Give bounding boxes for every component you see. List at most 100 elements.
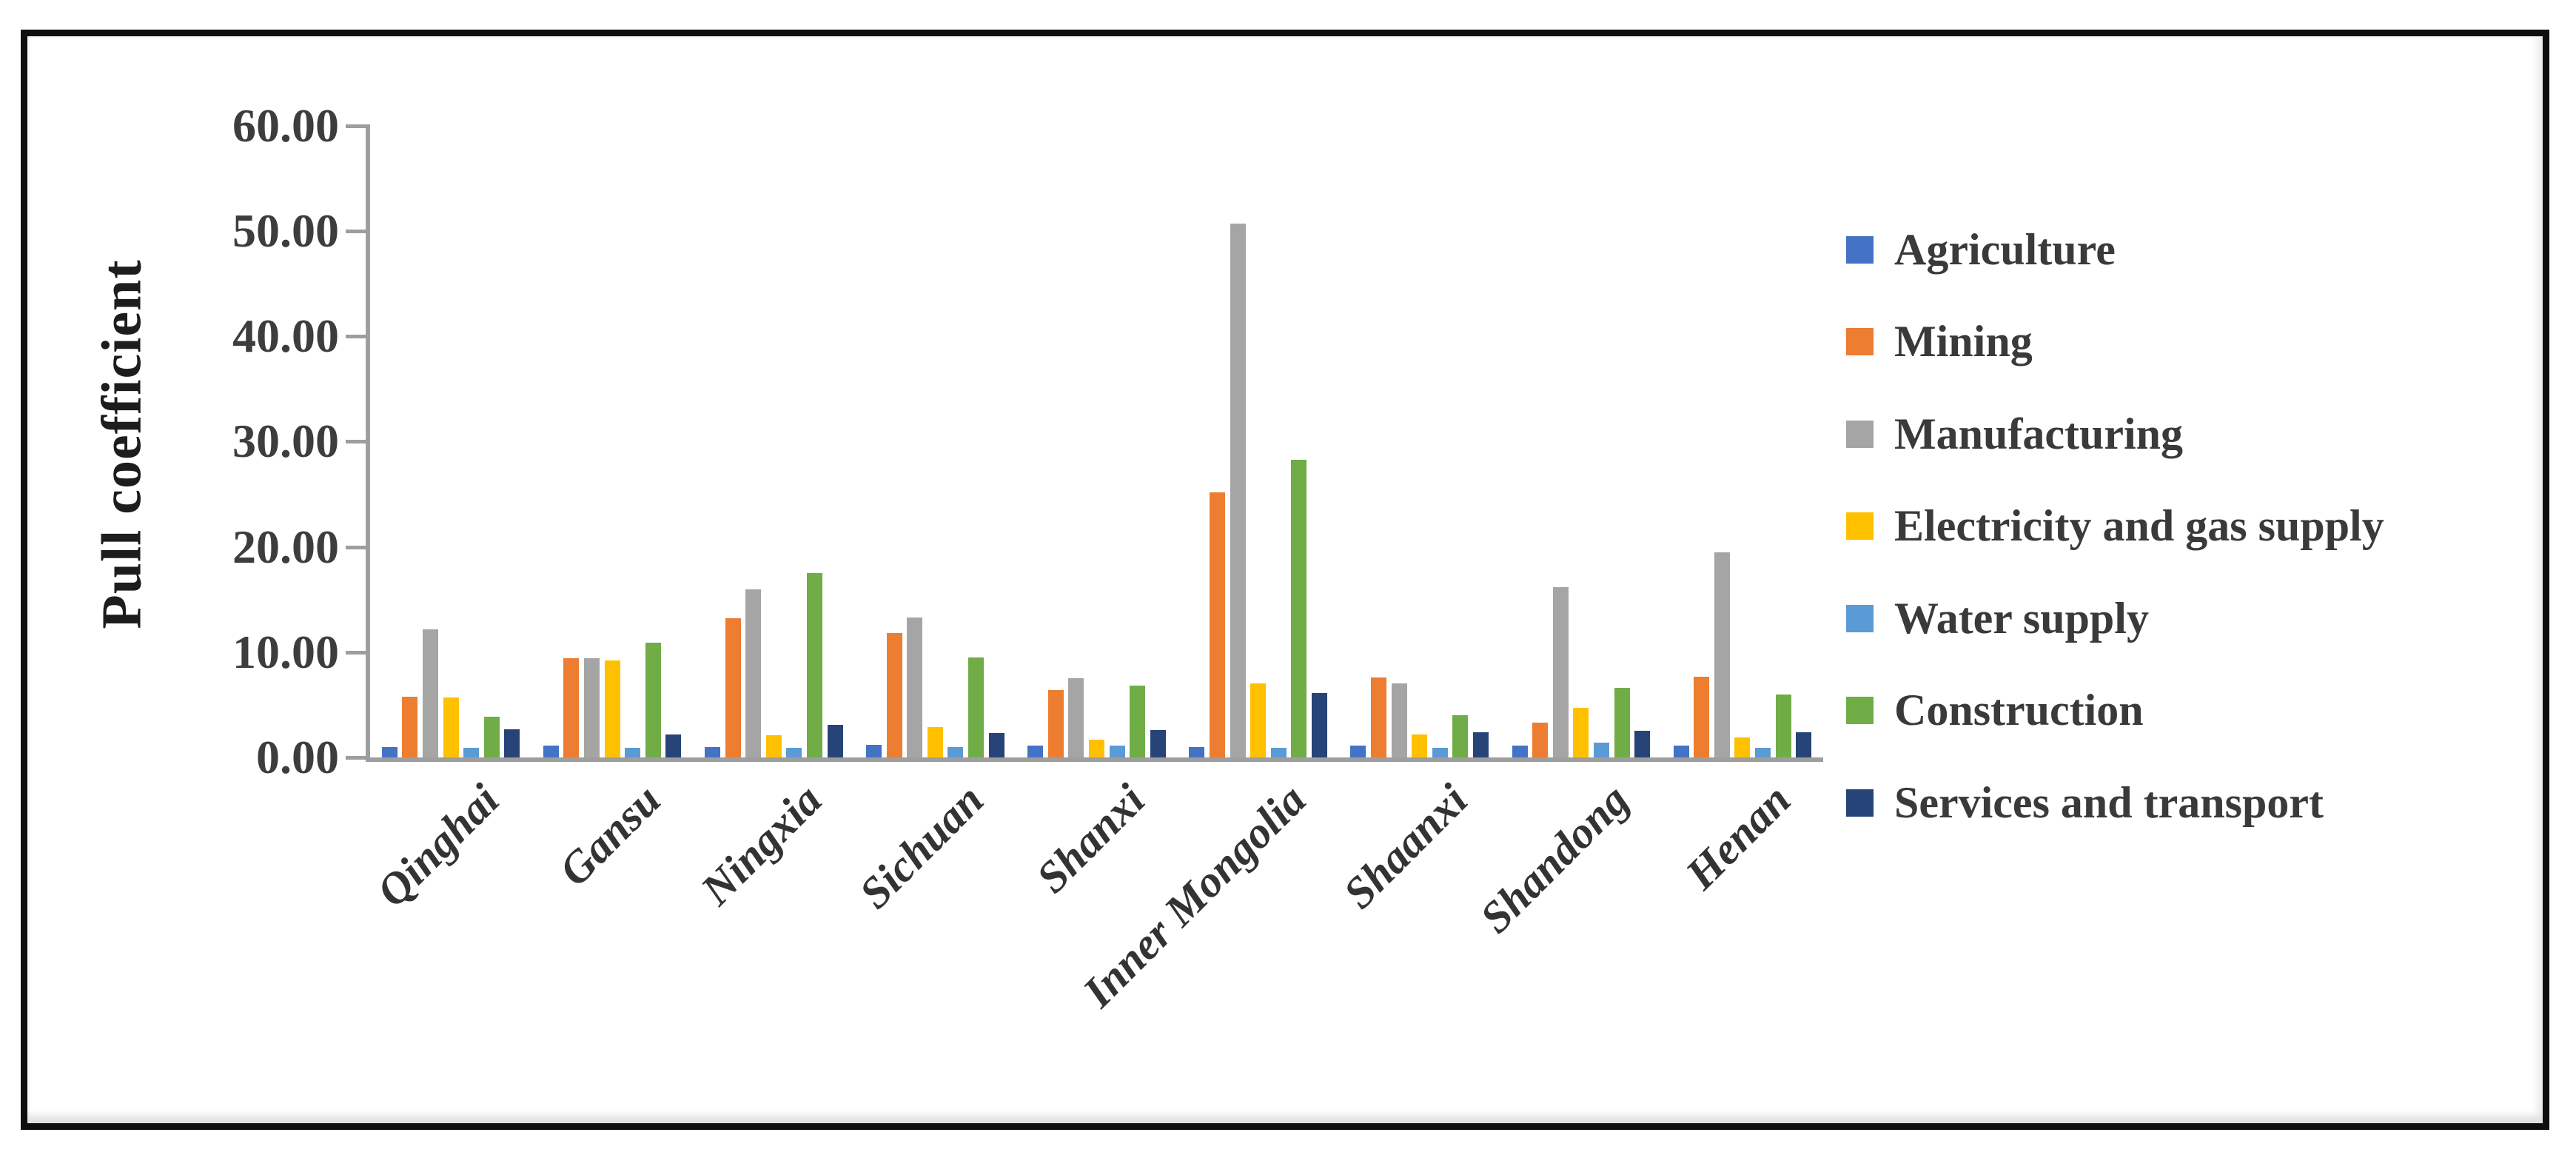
- legend-swatch-icon: [1846, 697, 1874, 724]
- bar-agriculture: [381, 746, 398, 757]
- bar-mining: [886, 633, 902, 757]
- legend-label: Services and transport: [1894, 777, 2324, 827]
- bar-construction: [806, 573, 822, 757]
- y-tick-mark: [346, 335, 366, 339]
- legend-item-agriculture: Agriculture: [1846, 223, 2116, 276]
- y-tick-label: 40.00: [232, 309, 339, 363]
- bar-agriculture: [866, 744, 882, 757]
- bar-water-supply: [1109, 746, 1125, 757]
- bar-services-and-transport: [665, 734, 682, 757]
- bar-electricity-and-gas-supply: [1734, 737, 1751, 757]
- bar-electricity-and-gas-supply: [1412, 734, 1428, 757]
- bar-mining: [1694, 676, 1710, 757]
- bar-water-supply: [1755, 748, 1771, 757]
- bar-construction: [1775, 694, 1791, 757]
- legend-item-water-supply: Water supply: [1846, 592, 2149, 645]
- bar-services-and-transport: [504, 729, 520, 757]
- legend-item-mining: Mining: [1846, 315, 2033, 369]
- legend-label: Water supply: [1894, 593, 2149, 643]
- bar-agriculture: [1673, 746, 1689, 757]
- y-tick-mark: [346, 545, 366, 549]
- legend-label: Manufacturing: [1894, 409, 2183, 458]
- bar-manufacturing: [745, 589, 762, 757]
- bar-electricity-and-gas-supply: [765, 735, 782, 757]
- bar-manufacturing: [1552, 586, 1569, 757]
- bar-mining: [1047, 690, 1064, 757]
- y-tick-label: 0.00: [256, 731, 339, 783]
- x-axis-line: [366, 757, 1823, 762]
- bar-agriculture: [543, 746, 559, 757]
- legend-swatch-icon: [1846, 604, 1874, 632]
- bar-manufacturing: [1068, 678, 1084, 757]
- bar-services-and-transport: [1634, 731, 1651, 757]
- bar-services-and-transport: [827, 724, 843, 757]
- y-tick-label: 10.00: [232, 625, 339, 678]
- y-tick-mark: [346, 124, 366, 128]
- bar-manufacturing: [1714, 552, 1730, 757]
- legend-item-electricity-and-gas-supply: Electricity and gas supply: [1846, 500, 2384, 553]
- bar-mining: [563, 658, 580, 757]
- legend-swatch-icon: [1846, 235, 1874, 264]
- legend-item-services-and-transport: Services and transport: [1846, 776, 2324, 829]
- bar-electricity-and-gas-supply: [927, 726, 943, 757]
- bar-construction: [483, 716, 500, 757]
- bar-mining: [1532, 723, 1549, 757]
- bar-mining: [1209, 492, 1225, 757]
- bar-electricity-and-gas-supply: [604, 660, 620, 757]
- bar-water-supply: [786, 748, 802, 757]
- bar-electricity-and-gas-supply: [1250, 683, 1267, 757]
- bar-electricity-and-gas-supply: [1573, 708, 1589, 757]
- legend-item-construction: Construction: [1846, 684, 2144, 737]
- bar-mining: [1371, 677, 1387, 757]
- legend-swatch-icon: [1846, 789, 1874, 817]
- bar-services-and-transport: [1796, 732, 1812, 757]
- y-tick-label: 50.00: [232, 204, 339, 258]
- bar-services-and-transport: [1311, 693, 1327, 757]
- legend-swatch-icon: [1846, 420, 1874, 448]
- bar-water-supply: [947, 746, 964, 757]
- bar-construction: [1291, 459, 1307, 757]
- legend-label: Agriculture: [1894, 224, 2116, 274]
- bar-water-supply: [1593, 743, 1609, 757]
- bar-mining: [725, 618, 741, 757]
- y-tick-label: 60.00: [232, 98, 339, 152]
- legend-swatch-icon: [1846, 512, 1874, 540]
- bar-agriculture: [1189, 746, 1205, 757]
- bar-electricity-and-gas-supply: [1089, 739, 1104, 757]
- bar-water-supply: [1270, 748, 1287, 757]
- bar-manufacturing: [1230, 224, 1246, 757]
- legend-swatch-icon: [1846, 328, 1874, 355]
- y-tick-label: 20.00: [232, 520, 339, 573]
- legend-label: Electricity and gas supply: [1894, 501, 2384, 550]
- bar-construction: [1130, 686, 1146, 757]
- bar-manufacturing: [907, 617, 923, 757]
- y-tick-mark: [346, 230, 366, 234]
- bar-water-supply: [463, 748, 480, 757]
- bar-manufacturing: [584, 658, 600, 757]
- bar-agriculture: [1027, 746, 1044, 757]
- legend-label: Mining: [1894, 317, 2033, 366]
- bar-construction: [1614, 688, 1630, 757]
- bar-construction: [968, 657, 985, 757]
- bar-construction: [645, 643, 661, 757]
- bar-water-supply: [625, 748, 641, 757]
- bar-agriculture: [704, 746, 720, 757]
- bar-services-and-transport: [1150, 730, 1166, 757]
- bar-services-and-transport: [1473, 732, 1489, 757]
- figure-border: [21, 30, 2549, 1130]
- y-tick-mark: [346, 440, 366, 444]
- bar-services-and-transport: [988, 733, 1004, 757]
- bar-agriculture: [1350, 746, 1366, 757]
- y-tick-mark: [346, 756, 366, 760]
- bar-electricity-and-gas-supply: [443, 697, 459, 757]
- bar-mining: [402, 696, 418, 757]
- y-tick-label: 30.00: [232, 415, 339, 468]
- bar-manufacturing: [422, 629, 438, 757]
- bar-manufacturing: [1391, 683, 1407, 757]
- bar-agriculture: [1512, 746, 1528, 757]
- legend-label: Construction: [1894, 686, 2144, 734]
- y-tick-mark: [346, 650, 366, 655]
- bar-construction: [1452, 715, 1469, 757]
- legend-item-manufacturing: Manufacturing: [1846, 407, 2183, 461]
